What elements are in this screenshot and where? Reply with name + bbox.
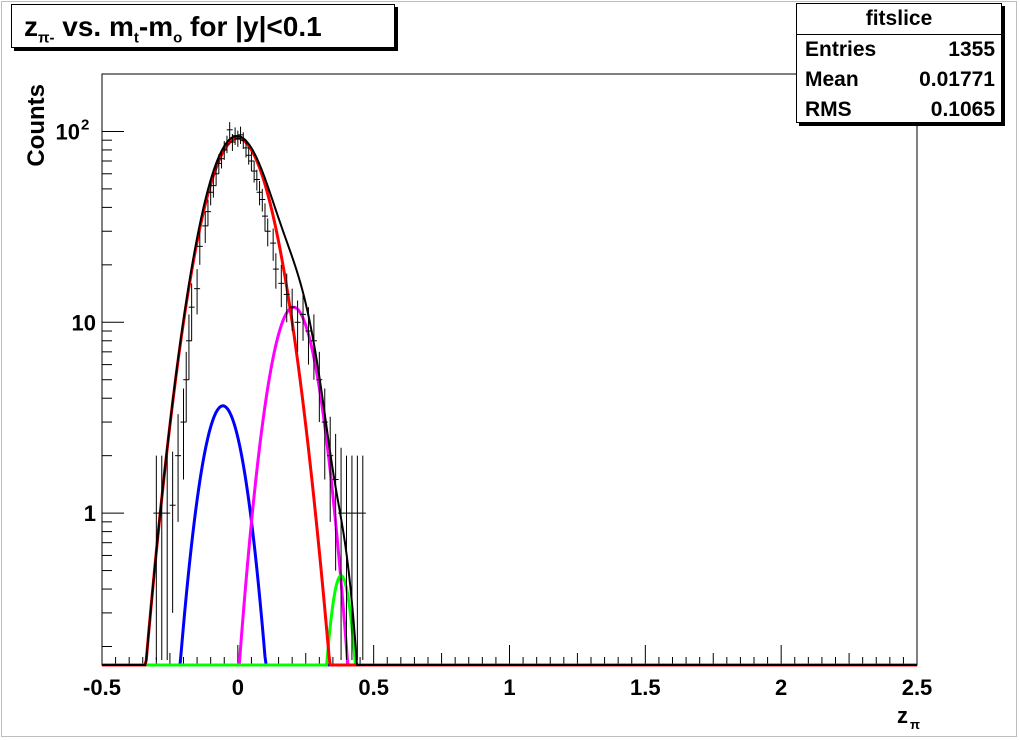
stats-label: Mean	[805, 68, 859, 91]
data-point	[321, 388, 328, 480]
stats-title: fitslice	[797, 4, 1001, 35]
title-tail: for |y|<0.1	[182, 11, 322, 42]
x-tick-label: 1	[503, 675, 515, 700]
data-point	[169, 451, 176, 613]
data-point	[194, 269, 201, 315]
data-point	[207, 180, 214, 206]
y-axis-title: Counts	[23, 84, 50, 167]
stats-value: 1355	[948, 38, 995, 61]
data-point	[332, 433, 339, 571]
data-point	[183, 351, 190, 423]
stats-row-rms: RMS 0.1065	[805, 95, 995, 125]
data-point	[234, 130, 241, 147]
plot-title: zπ- vs. mt-mo for |y|<0.1	[24, 11, 322, 47]
data-point	[343, 455, 350, 660]
data-point	[256, 180, 263, 206]
x-tick-label: 2.5	[902, 675, 933, 700]
stats-row-mean: Mean 0.01771	[805, 65, 995, 95]
data-point	[354, 455, 361, 660]
title-mid: vs. m	[54, 11, 134, 42]
title-z-sub: π-	[38, 29, 55, 47]
title-m-sub: t	[133, 29, 139, 47]
stats-value: 0.1065	[930, 98, 995, 121]
data-point	[248, 152, 255, 172]
y-tick-label: 10	[72, 310, 96, 335]
data-point	[232, 127, 239, 145]
data-point	[213, 163, 220, 186]
data-point	[175, 414, 182, 522]
x-axis-title: z	[897, 703, 908, 728]
data-point	[237, 126, 244, 144]
stats-row-entries: Entries 1355	[805, 35, 995, 65]
x-tick-label: 2	[775, 675, 787, 700]
y-tick-label: 10	[56, 119, 80, 144]
data-point	[359, 455, 366, 660]
data-point	[188, 283, 195, 341]
data-point	[245, 146, 252, 165]
data-point	[210, 175, 217, 198]
data-point	[310, 314, 317, 380]
data-point	[316, 351, 323, 423]
data-point	[215, 154, 222, 174]
data-point	[226, 122, 233, 139]
data-point	[204, 199, 211, 226]
data-point	[348, 455, 355, 660]
title-dash: -m	[138, 11, 174, 42]
title-z: z	[24, 11, 38, 42]
data-point	[253, 169, 260, 191]
data-point	[289, 288, 296, 332]
data-point	[240, 132, 247, 149]
data-point	[272, 253, 279, 289]
data-point	[278, 264, 285, 308]
plot-frame	[101, 73, 918, 666]
data-point	[262, 203, 268, 232]
data-point	[196, 231, 203, 265]
data-points	[153, 122, 366, 660]
data-point	[229, 133, 236, 151]
x-axis-title-subscript: π	[910, 717, 920, 732]
data-point	[185, 314, 192, 380]
data-point	[153, 455, 160, 660]
data-point	[294, 300, 301, 352]
stats-value: 0.01771	[919, 68, 995, 91]
data-point	[242, 139, 249, 158]
title-mo-sub: o	[173, 29, 183, 47]
data-point	[202, 211, 209, 244]
title-box: zπ- vs. mt-mo for |y|<0.1	[11, 4, 395, 48]
data-point	[180, 388, 187, 480]
data-point	[300, 294, 307, 341]
data-point	[264, 218, 271, 247]
stats-box: fitslice Entries 1355 Mean 0.01771 RMS 0…	[796, 3, 1002, 123]
fit-curves	[102, 134, 917, 667]
y-tick-label: 1	[84, 501, 96, 526]
x-tick-label: 0.5	[358, 675, 389, 700]
data-point	[338, 447, 345, 660]
data-point	[158, 455, 165, 660]
x-tick-label: 1.5	[630, 675, 661, 700]
data-point	[164, 455, 171, 660]
data-point	[251, 161, 258, 183]
stats-label: RMS	[805, 98, 852, 121]
x-tick-label: 0	[232, 675, 244, 700]
data-point	[283, 273, 290, 323]
data-point	[259, 188, 266, 212]
data-point	[327, 416, 334, 522]
data-point	[270, 228, 277, 261]
y-tick-label-exponent: 2	[81, 116, 89, 133]
x-tick-label: -0.5	[83, 675, 121, 700]
data-point	[223, 135, 230, 154]
stats-label: Entries	[805, 38, 877, 61]
data-point	[218, 149, 225, 169]
data-point	[305, 307, 312, 365]
